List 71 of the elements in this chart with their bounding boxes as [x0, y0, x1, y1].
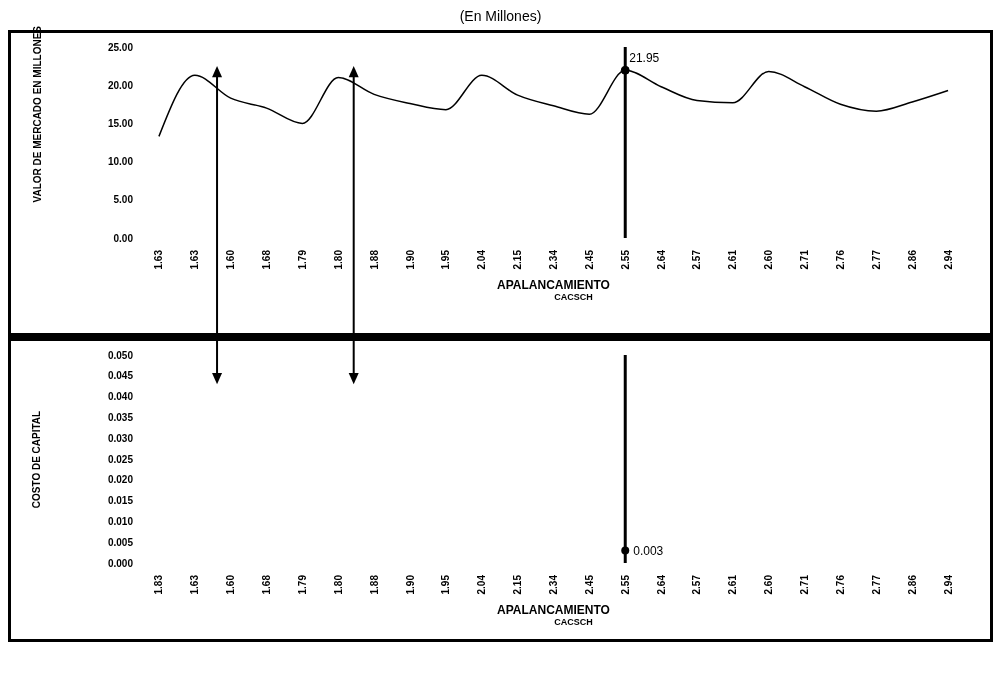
y-tick-label: 0.045 [107, 370, 134, 382]
y-tick-label: 5.00 [113, 194, 134, 206]
y-tick-label: 0.030 [107, 432, 134, 444]
y-tick-label: 0.050 [107, 349, 134, 361]
x-tick-label: 1.63 [153, 249, 165, 270]
x-tick-label: 1.95 [440, 574, 452, 595]
y-tick-label: 20.00 [107, 79, 134, 91]
x-tick-label: 2.94 [942, 249, 954, 270]
x-tick-label: 2.61 [727, 574, 739, 595]
x-tick-label: 2.94 [942, 574, 954, 595]
x-tick-label: 1.68 [261, 574, 273, 595]
y-tick-label: 0.025 [107, 453, 134, 465]
x-tick-label: 1.90 [404, 249, 416, 270]
x-tick-label: 2.77 [870, 574, 882, 595]
x-tick-label: 2.45 [583, 574, 595, 595]
x-tick-label: 1.90 [404, 574, 416, 595]
y-tick-label: 0.040 [107, 391, 134, 403]
y-tick-label: 0.000 [107, 557, 134, 569]
x-tick-label: 2.76 [834, 249, 846, 270]
x-tick-label: 2.34 [548, 249, 559, 270]
x-tick-label: 2.15 [512, 249, 524, 270]
x-tick-label: 2.57 [691, 249, 703, 270]
y-tick-label: 10.00 [107, 156, 134, 168]
y-tick-label: 0.005 [107, 536, 134, 548]
x-axis-title: APALANCAMIENTO [496, 603, 611, 617]
x-tick-label: 2.86 [906, 574, 918, 595]
x-tick-label: 1.63 [189, 574, 201, 595]
x-tick-label: 2.64 [655, 249, 667, 270]
x-tick-label: 1.88 [368, 249, 380, 270]
x-tick-label: 1.83 [153, 574, 165, 595]
y-tick-label: 0.010 [107, 515, 134, 527]
text: CACSCH [553, 617, 594, 627]
data-label: 0.003 [633, 543, 664, 558]
x-tick-label: 2.77 [870, 249, 882, 270]
x-tick-label: 1.79 [296, 574, 308, 595]
text: CACSCH [553, 292, 594, 302]
x-tick-label: 2.04 [476, 249, 488, 270]
x-tick-label: 1.80 [332, 574, 344, 595]
x-tick-label: 1.95 [440, 249, 452, 270]
x-tick-label: 2.34 [548, 574, 559, 595]
x-tick-label: 1.79 [296, 249, 308, 270]
x-axis-title: APALANCAMIENTO [496, 278, 611, 292]
x-tick-label: 1.80 [332, 249, 344, 270]
x-tick-label: 1.60 [225, 249, 237, 270]
x-tick-label: 1.63 [189, 249, 201, 270]
x-tick-label: 2.04 [476, 574, 488, 595]
x-tick-label: 2.60 [763, 249, 775, 270]
y-tick-label: 0.035 [107, 411, 134, 423]
data-label: 21.95 [629, 51, 660, 66]
x-tick-label: 2.55 [619, 249, 631, 270]
chart-title: (En Millones) [459, 8, 542, 24]
x-tick-label: 2.71 [799, 249, 811, 270]
y-tick-label: 0.015 [107, 495, 134, 507]
y-tick-label: 0.00 [113, 232, 134, 244]
y-tick-label: 15.00 [107, 117, 134, 129]
x-tick-label: 2.57 [691, 574, 703, 595]
y-tick-label: 0.020 [107, 474, 134, 486]
x-tick-label: 2.86 [906, 249, 918, 270]
x-tick-label: 2.45 [583, 249, 595, 270]
x-tick-label: 2.55 [619, 574, 631, 595]
x-tick-label: 2.15 [512, 574, 524, 595]
x-tick-label: 2.60 [763, 574, 775, 595]
y-tick-label: 25.00 [107, 41, 134, 53]
x-tick-label: 2.71 [799, 574, 811, 595]
y-axis-title: COSTO DE CAPITAL [31, 410, 43, 508]
x-tick-label: 1.60 [225, 574, 237, 595]
x-tick-label: 2.61 [727, 249, 739, 270]
x-tick-label: 1.88 [368, 574, 380, 595]
x-tick-label: 2.64 [655, 574, 667, 595]
x-tick-label: 2.76 [834, 574, 846, 595]
x-tick-label: 1.68 [261, 249, 273, 270]
